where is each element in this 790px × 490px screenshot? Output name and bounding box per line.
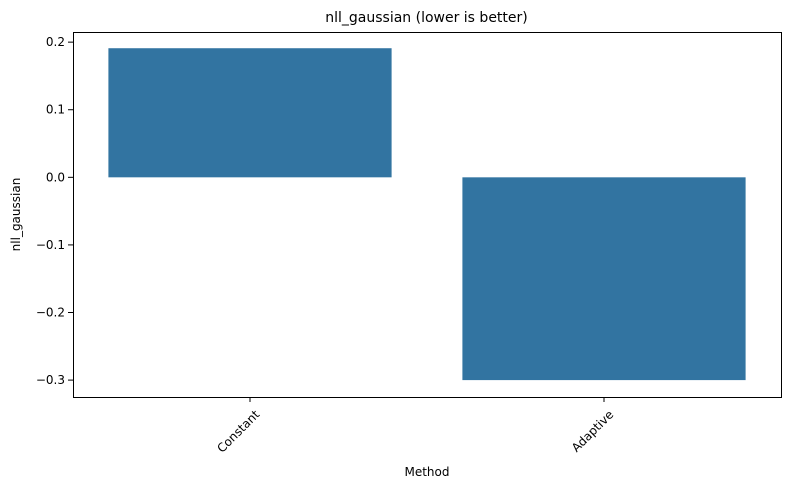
y-tick-label: −0.3 (36, 373, 65, 387)
plot-area: 0.2 0.1 0.0 −0.1 −0.2 −0.3 Constant Adaptive (36, 32, 782, 455)
y-tick-label: −0.2 (36, 306, 65, 320)
x-tick-label-constant: Constant (214, 407, 262, 455)
y-tick-label: 0.0 (46, 170, 65, 184)
y-tick-label: 0.1 (46, 103, 65, 117)
bar-adaptive (462, 177, 746, 381)
chart-title: nll_gaussian (lower is better) (325, 10, 528, 26)
y-tick-label: 0.2 (46, 35, 65, 49)
y-tick-label: −0.1 (36, 238, 65, 252)
y-axis: 0.2 0.1 0.0 −0.1 −0.2 −0.3 (36, 35, 73, 387)
x-tick-label-adaptive: Adaptive (569, 407, 616, 454)
bar-constant (108, 48, 392, 178)
plot-frame (73, 32, 782, 398)
x-axis-title: Method (404, 465, 449, 479)
x-axis: Constant Adaptive (214, 397, 616, 455)
y-axis-title: nll_gaussian (9, 178, 23, 252)
bars-group (108, 48, 746, 381)
